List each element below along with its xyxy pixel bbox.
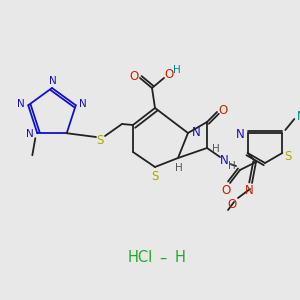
Text: –: – [159,250,167,266]
Text: N: N [192,125,200,139]
Text: H: H [175,250,185,266]
Text: N: N [49,76,57,86]
Text: HCl: HCl [128,250,153,266]
Text: N: N [297,110,300,122]
Text: H: H [173,65,181,75]
Text: H: H [228,161,236,171]
Text: N: N [244,184,253,197]
Text: O: O [218,103,228,116]
Text: N: N [17,99,25,109]
Text: S: S [151,169,159,182]
Text: H: H [212,144,220,154]
Text: O: O [164,68,174,82]
Text: O: O [129,70,139,83]
Text: N: N [220,154,228,166]
Text: N: N [79,99,87,109]
Text: N: N [236,128,245,142]
Text: N: N [26,129,34,139]
Text: S: S [285,149,292,163]
Text: O: O [221,184,231,196]
Text: O: O [227,197,237,211]
Text: S: S [96,134,104,146]
Text: H: H [175,163,183,173]
